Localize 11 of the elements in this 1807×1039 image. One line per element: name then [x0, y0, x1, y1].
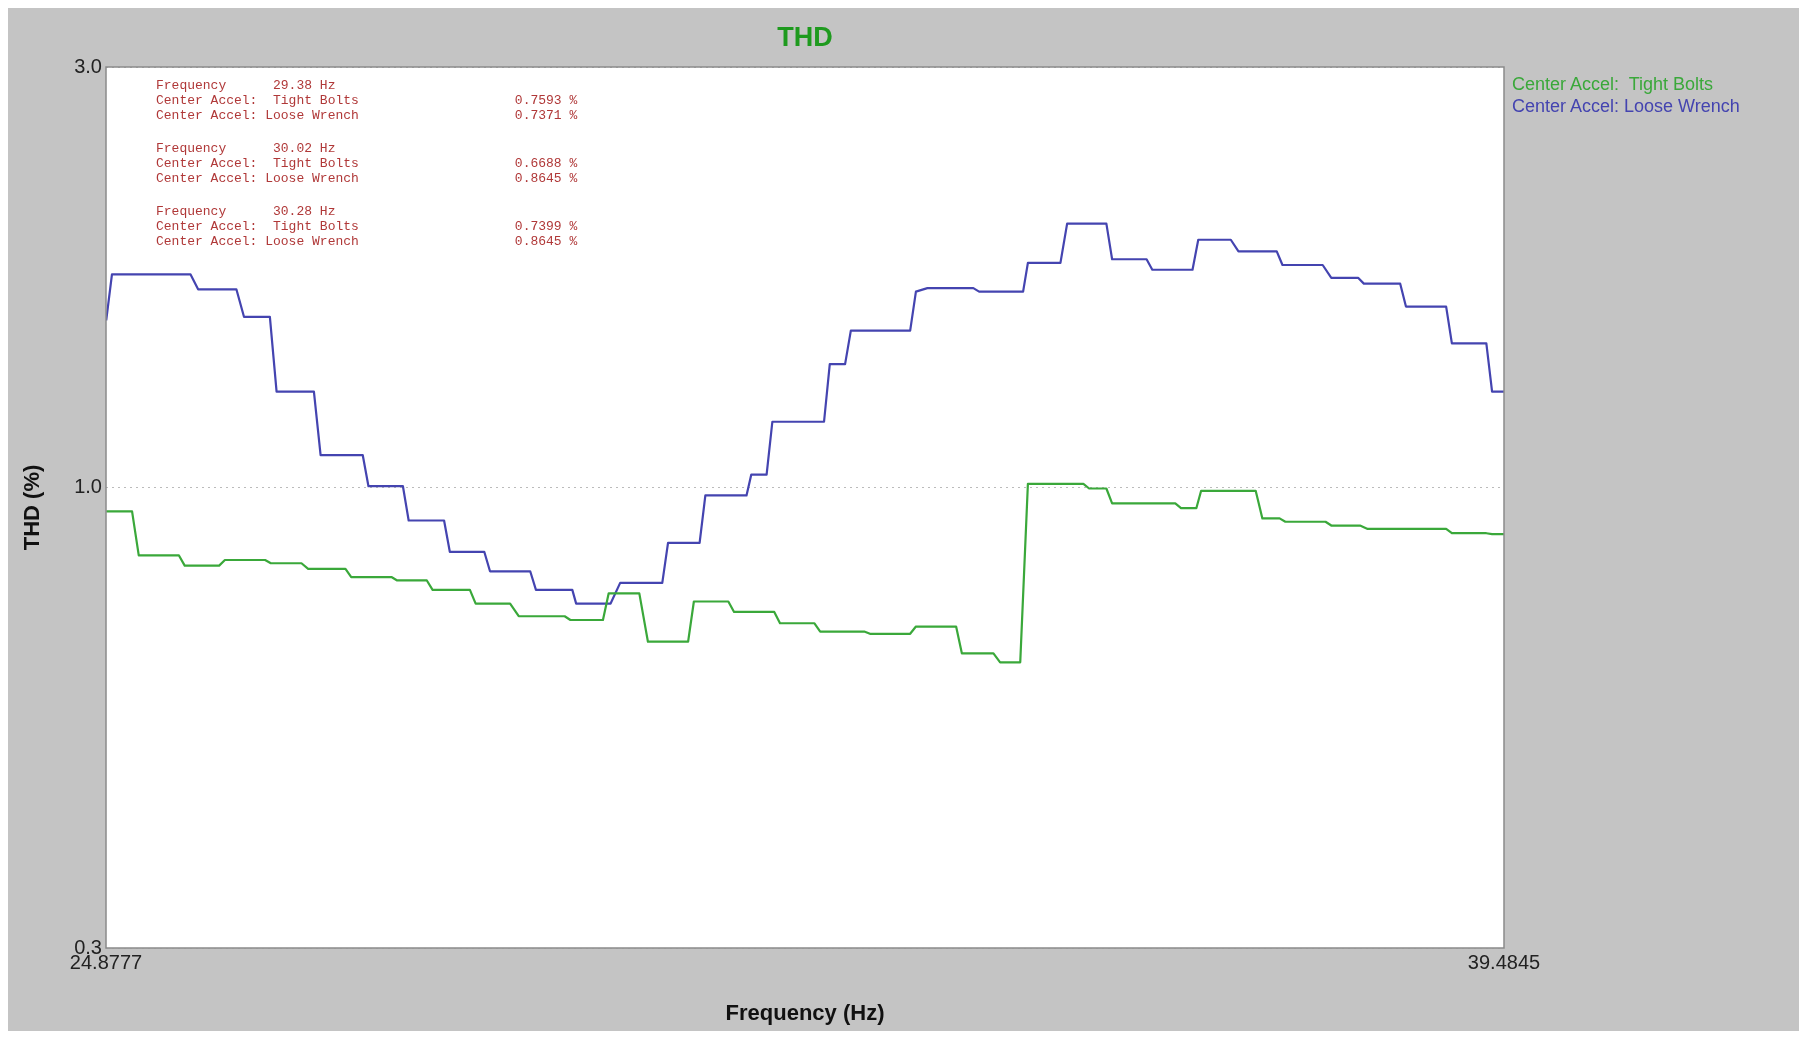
y-tick-label: 3.0	[74, 54, 102, 77]
x-axis-title: Frequency (Hz)	[725, 999, 885, 1025]
x-tick-label: 39.4845	[1467, 950, 1541, 973]
y-tick-label: 1.0	[74, 474, 102, 497]
chart-title: THD	[776, 22, 834, 53]
text: Center Accel: Loose Wrench	[1512, 95, 1740, 117]
y-axis-title: THD (%)	[19, 464, 45, 551]
annotation: Frequency 30.28 Hz Center Accel: Tight Bolts 0.7399 % Center Accel: Loose Wrench 0.8645 %	[156, 204, 578, 249]
text: Center Accel: Tight Bolts	[1512, 73, 1715, 95]
annotation: Frequency 29.38 Hz Center Accel: Tight Bolts 0.7593 % Center Accel: Loose Wrench 0.7371 %	[156, 78, 578, 123]
annotation: Frequency 30.02 Hz Center Accel: Tight Bolts 0.6688 % Center Accel: Loose Wrench 0.8645 %	[156, 141, 578, 186]
